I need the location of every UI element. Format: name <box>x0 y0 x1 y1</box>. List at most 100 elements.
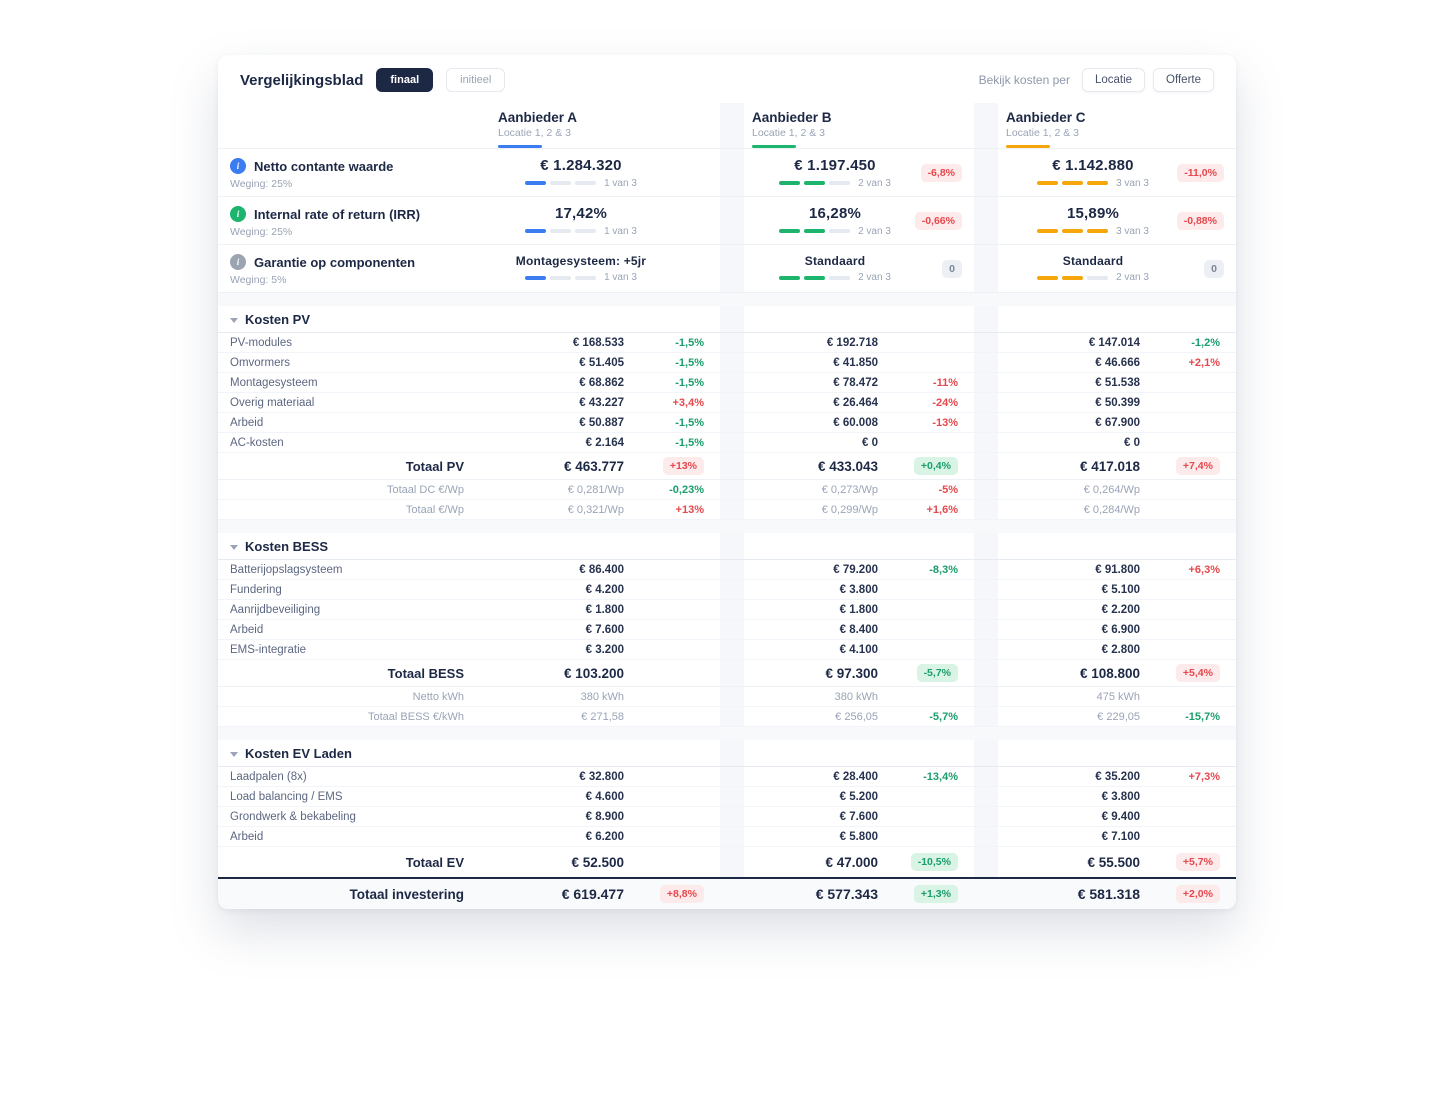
info-icon: i <box>230 254 246 270</box>
rank-segment <box>575 229 597 233</box>
cost-value-cell: € 78.472 -11% <box>744 373 974 392</box>
total-value-cell: € 47.000 -10,5% <box>744 847 974 877</box>
cost-value-cell: € 192.718 <box>744 333 974 352</box>
cost-value: € 1.800 <box>585 603 624 616</box>
section-gap <box>218 727 1236 740</box>
cost-value: € 9.400 <box>1101 810 1140 823</box>
column-gap <box>974 197 998 244</box>
rank-segment <box>1062 229 1084 233</box>
metric-value-cell: € 1.142.880 3 van 3 -11,0% <box>998 149 1236 196</box>
section-header-cell <box>490 306 720 332</box>
metric-value: € 1.284.320 <box>540 156 622 174</box>
cost-value-cell: € 91.800 +6,3% <box>998 560 1236 579</box>
metric-value-cell: 17,42% 1 van 3 <box>490 197 720 244</box>
rank-segment <box>829 181 851 185</box>
provider-header-a[interactable]: Aanbieder A Locatie 1, 2 & 3 <box>490 103 720 148</box>
toggle-finaal[interactable]: finaal <box>376 68 434 92</box>
collapse-caret-icon[interactable] <box>230 751 238 757</box>
view-by-offerte-button[interactable]: Offerte <box>1153 68 1214 92</box>
sub-metric-value: € 229,05 <box>1097 710 1140 723</box>
column-gap <box>720 600 744 619</box>
delta-text: -11% <box>932 376 958 389</box>
change-badge: +7,4% <box>1175 457 1220 475</box>
column-gap <box>974 640 998 659</box>
metric-value-cell: € 1.197.450 2 van 3 -6,8% <box>744 149 974 196</box>
provider-header-b[interactable]: Aanbieder B Locatie 1, 2 & 3 <box>744 103 974 148</box>
metric-value-cell: 16,28% 2 van 3 -0,66% <box>744 197 974 244</box>
rank-indicator: 2 van 3 <box>779 226 891 237</box>
section-header-row: Kosten BESS <box>218 533 1236 560</box>
view-by-label: Bekijk kosten per <box>978 73 1070 87</box>
toggle-initieel[interactable]: initieel <box>446 68 506 92</box>
cost-value-cell: € 8.400 <box>744 620 974 639</box>
cost-value-cell: € 7.100 <box>998 827 1236 846</box>
sub-metric-cell: € 0,264/Wp <box>998 480 1236 499</box>
cost-row: EMS-integratie € 3.200 € 4.100 € 2.800 <box>218 640 1236 660</box>
cost-row: PV-modules € 168.533 -1,5% € 192.718 € 147.0… <box>218 333 1236 353</box>
rank-segment <box>575 275 597 280</box>
sub-metric-label: Totaal BESS €/kWh <box>368 710 464 723</box>
section-header-cell <box>744 306 974 332</box>
cost-row: Arbeid € 6.200 € 5.800 € 7.100 <box>218 827 1236 847</box>
change-badge: +5,7% <box>1175 853 1220 871</box>
cost-value-cell: € 7.600 <box>490 620 720 639</box>
total-value-cell: € 97.300 -5,7% <box>744 660 974 686</box>
metric-value: 15,89% <box>1066 204 1120 222</box>
change-badge: +1,3% <box>913 885 958 903</box>
delta-text: -1,5% <box>675 356 704 369</box>
metric-weight: Weging: 25% <box>230 178 293 190</box>
rank-label: 3 van 3 <box>1116 177 1149 189</box>
rank-segment <box>1062 181 1084 185</box>
metric-label-cell: i Garantie op componenten Weging: 5% <box>218 245 490 292</box>
column-gap <box>974 707 998 726</box>
total-value: € 52.500 <box>571 854 624 870</box>
provider-header-c[interactable]: Aanbieder C Locatie 1, 2 & 3 <box>998 103 1236 148</box>
column-gap <box>974 687 998 706</box>
section-header-cell <box>744 533 974 559</box>
rank-segment <box>1037 275 1059 280</box>
total-value-cell: € 433.043 +0,4% <box>744 453 974 479</box>
total-label: Totaal PV <box>405 458 464 474</box>
cost-value-cell: € 6.900 <box>998 620 1236 639</box>
cost-label: Load balancing / EMS <box>230 790 343 803</box>
cost-label: EMS-integratie <box>230 643 307 656</box>
total-value: € 108.800 <box>1079 665 1140 681</box>
metric-value: € 1.142.880 <box>1052 156 1134 174</box>
column-gap <box>974 767 998 786</box>
sub-metric-value: 380 kWh <box>834 690 878 703</box>
rank-segment <box>779 275 801 280</box>
cost-row: Arbeid € 7.600 € 8.400 € 6.900 <box>218 620 1236 640</box>
rank-segment <box>829 275 851 280</box>
rank-segment <box>1062 275 1084 280</box>
sub-metric-value: € 0,273/Wp <box>821 483 878 496</box>
cost-value: € 4.600 <box>585 790 624 803</box>
column-gap <box>974 333 998 352</box>
cost-value: € 51.405 <box>579 356 624 369</box>
column-gap <box>720 687 744 706</box>
column-gap <box>974 245 998 292</box>
provider-color-bar <box>752 145 796 148</box>
sub-metric-cell: € 0,321/Wp +13% <box>490 500 720 519</box>
metric-label-cell: i Internal rate of return (IRR) Weging: 25… <box>218 197 490 244</box>
rank-label: 1 van 3 <box>604 272 637 283</box>
collapse-caret-icon[interactable] <box>230 544 238 550</box>
collapse-caret-icon[interactable] <box>230 317 238 323</box>
metric-value-cell: Montagesysteem: +5jr 1 van 3 <box>490 245 720 292</box>
section-header-label: Kosten PV <box>218 306 490 332</box>
cost-value-cell: € 32.800 <box>490 767 720 786</box>
cost-value-cell: € 0 <box>998 433 1236 452</box>
view-by-locatie-button[interactable]: Locatie <box>1081 68 1146 92</box>
cost-value: € 28.400 <box>833 770 878 783</box>
cost-value-cell: € 3.800 <box>744 580 974 599</box>
column-gap <box>720 453 744 479</box>
total-value: € 463.777 <box>563 458 624 474</box>
cost-value-cell: € 28.400 -13,4% <box>744 767 974 786</box>
metric-value: Standaard <box>804 254 866 268</box>
rank-label: 1 van 3 <box>604 177 637 189</box>
cost-value: € 32.800 <box>579 770 624 783</box>
section-title: Kosten EV Laden <box>245 746 352 761</box>
sub-metric-value: € 0,264/Wp <box>1083 483 1140 496</box>
cost-value-cell: € 168.533 -1,5% <box>490 333 720 352</box>
rank-indicator: 3 van 3 <box>1037 226 1149 237</box>
cost-label: Grondwerk & bekabeling <box>230 810 356 823</box>
